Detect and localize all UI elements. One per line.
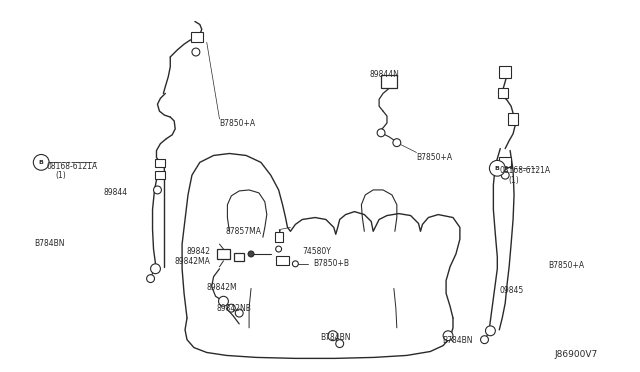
Circle shape [490,160,505,176]
Bar [499,89,508,98]
Text: 89844: 89844 [103,188,127,197]
Text: B7850+A: B7850+A [417,153,452,161]
Circle shape [486,326,495,336]
Text: 08168-6121A: 08168-6121A [46,162,97,171]
Circle shape [218,296,228,306]
Circle shape [393,139,401,147]
Bar [234,253,244,261]
Bar [499,157,511,167]
Text: B7850+A: B7850+A [220,119,255,128]
Circle shape [336,340,344,347]
Text: B: B [495,166,500,171]
Bar [508,113,518,125]
Text: 89842NB: 89842NB [216,304,252,313]
Text: 08168-6121A: 08168-6121A [499,166,550,175]
Text: 89842M: 89842M [207,283,237,292]
Circle shape [192,48,200,56]
Text: (1): (1) [55,171,66,180]
Circle shape [154,186,161,194]
Bar [381,75,397,89]
Bar [499,66,511,78]
Text: B7850+B: B7850+B [313,259,349,268]
Text: B7850+A: B7850+A [548,261,585,270]
Bar [156,160,165,167]
Circle shape [147,275,154,283]
Circle shape [248,251,254,257]
Circle shape [150,264,161,274]
Circle shape [292,261,298,267]
Bar [276,256,289,265]
Circle shape [236,309,243,317]
Text: B784BN: B784BN [35,239,65,248]
Text: (1): (1) [508,176,519,185]
Text: 89844N: 89844N [369,70,399,79]
Circle shape [276,246,282,252]
Text: 74580Y: 74580Y [302,247,331,256]
Bar [191,32,203,42]
Text: J86900V7: J86900V7 [554,350,598,359]
Text: 87857MA: 87857MA [225,227,261,236]
Text: B: B [39,160,44,165]
Text: 89842MA: 89842MA [174,257,210,266]
Bar [216,249,230,259]
Circle shape [443,331,453,341]
Text: 89842: 89842 [186,247,210,256]
Circle shape [481,336,488,344]
Text: 09845: 09845 [499,286,524,295]
Bar [275,232,283,242]
Text: B784BN: B784BN [320,333,351,342]
Circle shape [33,154,49,170]
Text: B784BN: B784BN [442,336,473,345]
Circle shape [377,129,385,137]
Circle shape [328,331,338,341]
Circle shape [501,171,509,179]
Circle shape [227,304,236,312]
Bar [156,171,165,179]
